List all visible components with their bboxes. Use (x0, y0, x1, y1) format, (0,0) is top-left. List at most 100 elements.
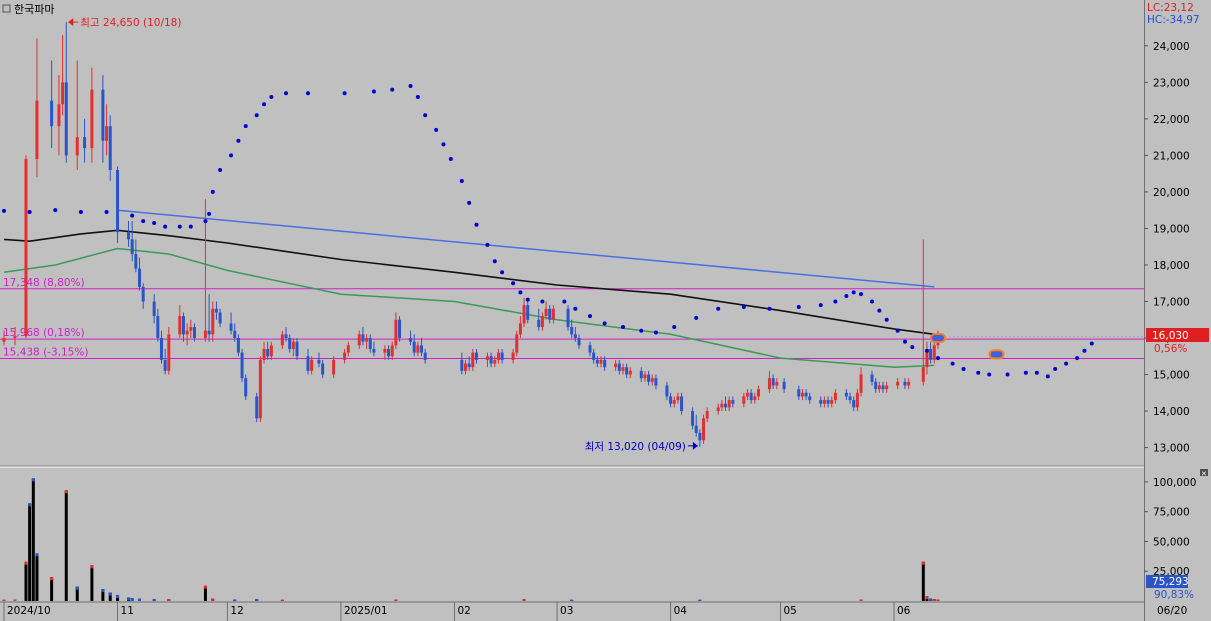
sar-dot (602, 321, 607, 326)
candle-body (518, 323, 522, 335)
candle-body (116, 170, 120, 233)
candle-body (680, 396, 684, 412)
candle-body (628, 370, 632, 375)
date-tick-label: 11 (121, 605, 134, 617)
sar-dot (163, 224, 168, 229)
candle-body (676, 396, 680, 401)
candle-body (211, 308, 215, 335)
sar-dot (987, 372, 992, 377)
candle-body (467, 363, 471, 368)
candle-body (262, 348, 266, 360)
price-tick-label: 23,000 (1153, 77, 1190, 89)
candle-body (848, 396, 852, 401)
sar-dot (203, 219, 208, 224)
candle-body (621, 367, 625, 371)
candle-body (775, 381, 779, 386)
current-volume-label: 75,293 (1152, 576, 1189, 588)
sar-dot (525, 297, 530, 302)
sar-dot (53, 208, 58, 213)
sar-dot (492, 259, 497, 264)
price-tick-label: 14,000 (1153, 406, 1190, 418)
candle-body (496, 352, 500, 360)
candle-body (167, 334, 171, 371)
candle-body (416, 345, 420, 353)
candle-body (317, 359, 321, 364)
hc-label: HC:-34,97 (1147, 14, 1200, 26)
volume-bar-cap (932, 599, 936, 601)
candle-body (694, 425, 698, 433)
price-tick-label: 22,000 (1153, 114, 1190, 126)
candle-body (258, 359, 262, 419)
candle-body (361, 334, 365, 342)
candle-body (745, 392, 749, 397)
sar-dot (305, 91, 310, 96)
volume-bar-cap (31, 478, 35, 482)
candle-body (705, 411, 709, 419)
candle-body (852, 400, 856, 408)
candle-body (134, 254, 138, 269)
price-tick-label: 13,000 (1153, 443, 1190, 455)
candle-body (724, 403, 728, 408)
sar-dot (767, 306, 772, 311)
volume-bar-cap (13, 599, 17, 601)
low-annotation: 최저 13,020 (04/09) (585, 441, 686, 453)
volume-bar-cap (108, 592, 112, 596)
date-axis-labels: 2024/10 11 12 2025/01 02 03 04 05 06 (3, 602, 911, 621)
candle-body (284, 334, 288, 338)
candle-body (833, 392, 837, 401)
volume-bar-cap (570, 599, 574, 601)
candle-body (365, 338, 369, 342)
volume-bar-cap (64, 490, 68, 494)
candle-body (650, 378, 654, 382)
volume-bar-cap (138, 598, 142, 601)
volume-bar (203, 585, 207, 601)
candle-body (138, 268, 142, 287)
volume-bar (50, 577, 54, 601)
candle-body (639, 370, 643, 379)
close-pane-icon[interactable] (1200, 469, 1208, 476)
title-checkbox-icon[interactable] (2, 4, 11, 13)
candle-body (105, 126, 109, 141)
candle-body (159, 338, 163, 360)
candle-body (152, 301, 156, 317)
candle-body (874, 381, 878, 390)
candle-body (797, 389, 801, 397)
sar-dot (716, 306, 721, 311)
sar-dot (177, 224, 182, 229)
sar-dot (573, 306, 578, 311)
sar-dot (423, 113, 428, 118)
candle-body (463, 363, 467, 371)
date-tick-label: 02 (457, 605, 470, 617)
candle-body (859, 374, 863, 393)
volume-bar-cap (233, 599, 237, 601)
candle-body (826, 400, 830, 404)
sar-dot (562, 299, 567, 304)
candle-body (13, 336, 17, 338)
candle-body (266, 348, 270, 357)
candle-body (830, 400, 834, 404)
sar-dot (518, 290, 523, 295)
candle-body (753, 396, 757, 401)
signal-marker (988, 349, 1005, 360)
sar-dot (1064, 361, 1069, 366)
sar-dot (390, 87, 395, 92)
chart-title: 한국파마 (14, 3, 54, 16)
moving-averages (3, 209, 935, 368)
candle-body (537, 319, 541, 328)
sar-dot (818, 303, 823, 308)
candle-body (181, 316, 185, 335)
candle-body (269, 345, 273, 357)
volume-bar-cap (211, 598, 215, 601)
candle-body (749, 392, 753, 401)
sar-dot (1053, 367, 1058, 372)
candle-body (669, 396, 673, 404)
volume-bar-cap (203, 585, 207, 589)
sar-dot (218, 168, 223, 172)
sar-dot (342, 91, 347, 96)
candle-body (617, 363, 621, 371)
level-label: 15,968 (0,18%) (3, 327, 85, 339)
volume-bars (2, 478, 940, 601)
volume-bar-cap (35, 553, 39, 557)
candle-body (310, 359, 314, 371)
close-pane-glyph: ✕ (1201, 470, 1207, 478)
